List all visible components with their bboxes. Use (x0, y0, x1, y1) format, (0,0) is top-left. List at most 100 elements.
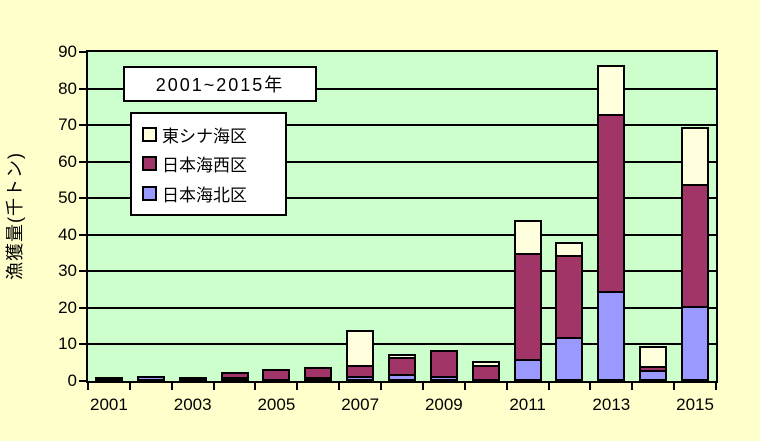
gridline-20 (88, 306, 716, 309)
x-axis-tick (87, 383, 89, 390)
legend-item-japan-sea-north: 日本海北区 (142, 181, 275, 206)
bar-segment-2013-東シナ海区 (597, 64, 626, 117)
x-axis-tick (170, 383, 173, 390)
bar-segment-2013-日本海西区 (597, 114, 626, 294)
x-axis-tick (380, 383, 383, 390)
bar-segment-2012-東シナ海区 (555, 242, 584, 257)
x-axis-tick (296, 383, 299, 390)
legend-swatch-icon (142, 127, 157, 143)
bar-segment-2015-日本海北区 (681, 306, 710, 381)
y-tick-label: 60 (58, 151, 77, 171)
bar-segment-2011-日本海西区 (513, 253, 542, 362)
y-axis-tick (79, 306, 86, 309)
gridline-60 (88, 160, 716, 163)
x-tick-label: 2005 (257, 395, 296, 414)
y-axis-title: 漁獲量(千トン) (5, 152, 25, 280)
y-axis-tick (79, 197, 86, 200)
bar-segment-2010-東シナ海区 (471, 360, 500, 367)
bar-segment-2007-東シナ海区 (346, 329, 375, 367)
gridline-30 (88, 270, 716, 273)
x-axis-tick (212, 383, 215, 390)
bar-segment-2015-東シナ海区 (681, 126, 710, 186)
bar-segment-2001-東シナ海区 (94, 377, 123, 381)
bar-segment-2013-日本海北区 (597, 291, 626, 381)
x-axis-tick (254, 383, 257, 390)
bar-2006 (304, 52, 333, 381)
bar-segment-2004-日本海西区 (220, 371, 249, 380)
legend-item-label: 日本海北区 (162, 185, 247, 205)
y-tick-label: 50 (58, 188, 77, 208)
x-axis-tick (463, 383, 466, 390)
bar-segment-2005-日本海西区 (262, 368, 291, 382)
bar-segment-2006-日本海西区 (304, 367, 333, 380)
legend-item-label: 東シナ海区 (162, 127, 247, 147)
x-tick-label: 2011 (509, 395, 546, 414)
y-axis-tick (79, 380, 86, 382)
bar-2004 (220, 52, 249, 381)
y-tick-label: 30 (58, 261, 77, 281)
bar-segment-2010-日本海西区 (471, 364, 500, 382)
y-axis-tick (79, 87, 86, 90)
y-tick-label: 40 (58, 224, 77, 244)
y-axis-tick (79, 124, 86, 127)
bar-segment-2012-日本海北区 (555, 337, 584, 381)
y-tick-label: 20 (58, 297, 77, 317)
y-tick-label: 90 (58, 42, 77, 61)
legend-swatch-icon (142, 185, 157, 201)
y-axis-tick (79, 270, 86, 273)
gridline-80 (88, 87, 716, 90)
x-axis-tick (421, 383, 424, 390)
chart-title-box: 2001~2015年 (123, 66, 317, 102)
x-tick-label: 2013 (592, 395, 631, 414)
y-tick-label: 0 (67, 371, 77, 390)
bar-2009 (429, 52, 458, 381)
x-tick-label: 2001 (90, 395, 128, 414)
legend: 東シナ海区 日本海西区 日本海北区 (130, 112, 287, 216)
legend-swatch-icon (142, 156, 157, 172)
x-axis-tick (547, 383, 550, 390)
gridline-70 (88, 124, 716, 127)
bar-2015 (681, 52, 710, 381)
y-tick-label: 80 (58, 78, 77, 98)
y-tick-label: 10 (58, 334, 77, 354)
bar-segment-2008-日本海西区 (388, 357, 416, 376)
bar-2007 (346, 52, 375, 381)
gridline-40 (88, 233, 716, 236)
legend-item-east-china-sea: 東シナ海区 (142, 122, 275, 147)
bar-2002 (136, 52, 165, 381)
bar-2008 (388, 52, 416, 381)
x-axis-tick (338, 383, 341, 390)
x-axis-tick (505, 383, 508, 390)
y-axis-tick (79, 160, 86, 163)
y-tick-label: 70 (58, 115, 77, 135)
bar-2012 (555, 52, 584, 381)
y-axis-tick (79, 233, 86, 236)
gridline-50 (88, 197, 716, 200)
bar-2010 (471, 52, 500, 382)
x-axis-tick (589, 383, 592, 390)
legend-item-label: 日本海西区 (162, 156, 247, 176)
x-axis-tick (673, 383, 676, 390)
bar-segment-2011-日本海北区 (513, 359, 542, 381)
bar-2003 (178, 52, 207, 381)
x-tick-label: 2009 (424, 395, 463, 414)
y-axis-tick (79, 343, 86, 346)
bar-2013 (597, 52, 626, 381)
bar-2001 (94, 52, 123, 381)
bar-segment-2008-東シナ海区 (388, 353, 416, 360)
legend-item-japan-sea-west: 日本海西区 (142, 151, 275, 176)
x-axis-tick (715, 383, 717, 390)
bar-segment-2015-日本海西区 (681, 183, 710, 309)
x-tick-label: 2007 (341, 395, 380, 414)
x-axis-tick (128, 383, 131, 390)
x-tick-label: 2003 (173, 395, 212, 414)
bar-segment-2003-日本海北区 (178, 376, 207, 381)
gridline-10 (88, 343, 716, 346)
y-axis-tick (79, 51, 86, 53)
bar-segment-2012-日本海西区 (555, 254, 584, 340)
bar-segment-2009-日本海西区 (429, 349, 458, 378)
x-axis-tick (631, 383, 634, 390)
bar-segment-2002-日本海北区 (136, 375, 165, 381)
bar-segment-2014-東シナ海区 (639, 346, 668, 369)
